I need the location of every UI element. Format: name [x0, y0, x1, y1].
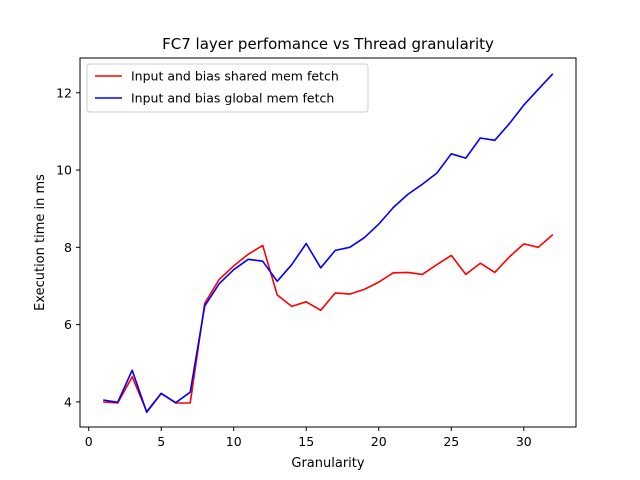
y-axis-label: Execution time in ms: [33, 174, 48, 311]
axes-frame: [79, 57, 577, 428]
series-line-1: [103, 233, 554, 413]
y-tick-label: 8: [64, 240, 72, 255]
x-tick-label: 30: [516, 434, 532, 449]
legend-label-2: Input and bias global mem fetch: [131, 91, 334, 106]
chart-title: FC7 layer perfomance vs Thread granulari…: [162, 35, 494, 53]
y-tick-label: 4: [64, 394, 72, 409]
plot-area: [103, 73, 554, 414]
series-line-2: [103, 73, 554, 414]
x-tick-label: 10: [226, 434, 242, 449]
y-tick-label: 12: [56, 85, 72, 100]
legend-label-1: Input and bias shared mem fetch: [131, 69, 339, 84]
y-tick-label: 10: [56, 163, 72, 178]
legend-box: [86, 63, 369, 113]
x-axis-label: Granularity: [291, 456, 364, 471]
x-axis-ticks: 0 5 10 15 20 25 30: [85, 427, 532, 449]
x-tick-label: 5: [157, 434, 165, 449]
y-axis-ticks: 4 6 8 10 12: [56, 85, 80, 409]
x-tick-label: 20: [371, 434, 387, 449]
legend: Input and bias shared mem fetch Input and…: [86, 63, 369, 113]
y-tick-label: 6: [64, 317, 72, 332]
x-tick-label: 25: [443, 434, 459, 449]
x-tick-label: 0: [85, 434, 93, 449]
x-tick-label: 15: [298, 434, 314, 449]
